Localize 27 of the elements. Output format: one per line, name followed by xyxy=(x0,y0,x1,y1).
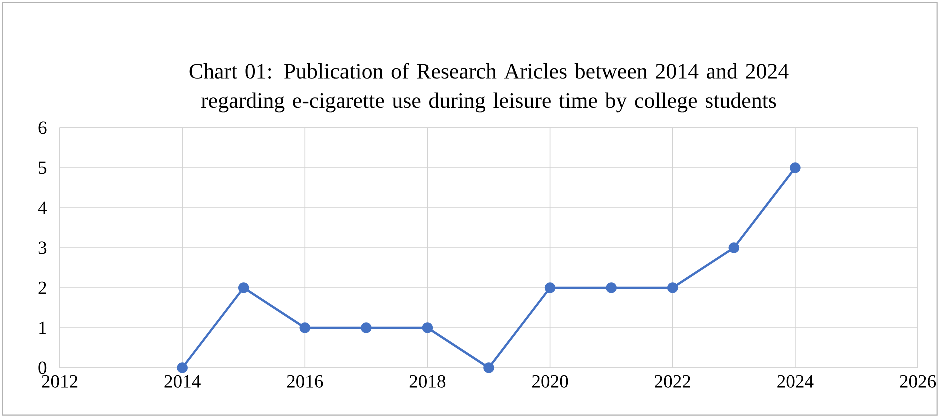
point xyxy=(484,362,494,374)
x-tick-label: 2022 xyxy=(655,375,690,388)
point xyxy=(728,242,740,254)
chart-title: Chart 01: Publication of Research Aricles between 2014 and 2024 regarding e-cigarette use during leisure time by college students xyxy=(190,63,789,113)
x-tick-label: 2012 xyxy=(42,375,78,388)
y-tick-label: 4 xyxy=(38,202,48,214)
x-tick-label: 2024 xyxy=(778,375,814,388)
point xyxy=(790,162,801,174)
x-tick-label: 2020 xyxy=(532,375,568,388)
point xyxy=(606,282,617,294)
x-tick-label: 2026 xyxy=(900,375,936,388)
point xyxy=(177,362,188,374)
y-tick-label: 1 xyxy=(40,322,46,334)
point xyxy=(422,322,434,334)
point xyxy=(667,282,678,294)
x-tick-label: 2016 xyxy=(287,375,324,388)
point xyxy=(544,282,556,294)
x-tick-label: 2018 xyxy=(410,375,446,388)
y-tick-label: 0 xyxy=(38,362,47,374)
point xyxy=(238,282,250,294)
y-tick-label: 5 xyxy=(39,162,47,174)
point xyxy=(361,322,372,334)
y-tick-label: 6 xyxy=(38,122,47,134)
y-tick-label: 2 xyxy=(38,282,46,294)
point xyxy=(300,322,311,334)
y-tick-label: 3 xyxy=(38,242,47,254)
x-tick-label: 2014 xyxy=(164,375,201,388)
